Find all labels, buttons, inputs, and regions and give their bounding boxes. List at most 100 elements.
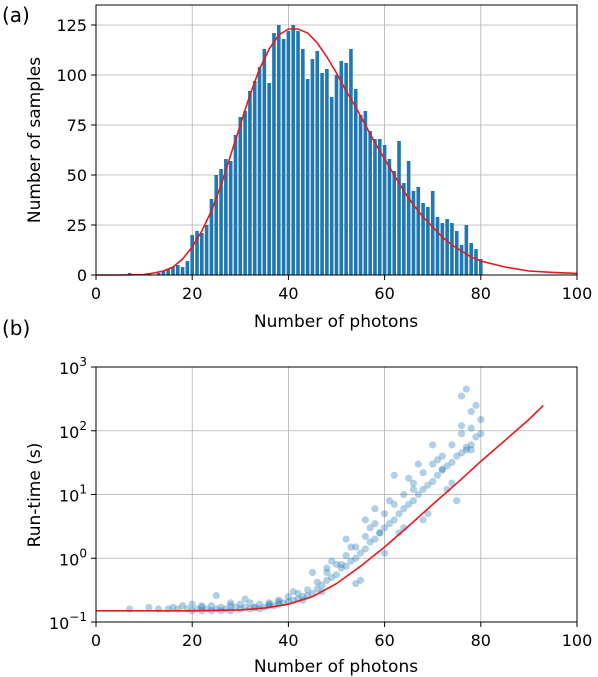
scatter-point — [400, 505, 408, 513]
scatter-point — [409, 485, 418, 494]
scatter-point — [289, 587, 297, 596]
scatter-y-tick-label: 100 — [59, 546, 87, 569]
scatter-point — [467, 424, 475, 432]
scatter-point — [265, 599, 273, 607]
scatter-point — [385, 519, 394, 528]
histogram-bar — [329, 97, 334, 275]
scatter-point — [227, 599, 235, 607]
histogram-bar — [320, 73, 324, 275]
histogram-bar — [478, 259, 483, 275]
scatter-point — [356, 576, 365, 584]
scatter-point — [390, 500, 398, 508]
scatter-point — [212, 591, 220, 600]
scatter-point — [390, 471, 398, 479]
scatter-point — [236, 600, 244, 608]
histogram-bar — [281, 39, 286, 275]
histogram-bar — [349, 49, 353, 275]
scatter-point — [169, 603, 177, 611]
scatter-point — [347, 543, 355, 551]
histogram-bar — [411, 191, 416, 275]
histogram-x-tick-label: 100 — [562, 284, 593, 303]
scatter-point — [381, 524, 389, 532]
histogram-bar — [171, 267, 175, 275]
scatter-point — [361, 516, 369, 524]
scatter-x-tick-label: 100 — [562, 631, 593, 650]
histogram-bar — [166, 269, 170, 275]
scatter-point — [342, 562, 350, 570]
histogram-bar — [435, 217, 440, 275]
scatter-point — [356, 549, 365, 557]
scatter-point — [207, 602, 216, 610]
histogram-bar — [200, 233, 204, 275]
scatter-point — [227, 602, 235, 610]
scatter-point — [467, 446, 475, 454]
histogram-bar — [286, 31, 291, 275]
scatter-point — [313, 578, 321, 586]
histogram-bar — [310, 59, 315, 275]
scatter-point — [231, 603, 240, 611]
histogram-bar — [243, 111, 247, 275]
histogram-bar — [315, 51, 320, 275]
histogram-bar — [339, 61, 344, 275]
histogram-x-tick-label: 60 — [374, 284, 394, 303]
scatter-point — [318, 581, 326, 589]
scatter-point — [241, 595, 249, 603]
scatter-points — [126, 385, 485, 615]
scatter-point — [457, 449, 466, 457]
scatter-point — [385, 497, 394, 505]
scatter-point — [188, 600, 196, 608]
histogram-x-tick-label: 20 — [182, 284, 202, 303]
scatter-point — [323, 568, 331, 576]
panel-label-a: (a) — [2, 3, 30, 27]
histogram-bar — [353, 89, 358, 275]
histogram-bar — [185, 261, 190, 275]
scatter-point — [419, 516, 427, 524]
histogram-bar — [325, 69, 329, 275]
histogram-bar — [387, 159, 392, 275]
histogram-bar — [459, 245, 464, 275]
scatter-point — [457, 392, 466, 400]
histogram-bar — [272, 33, 276, 275]
histogram-bar — [445, 219, 449, 275]
scatter-point — [371, 519, 379, 528]
scatter-point — [352, 554, 360, 562]
histogram-y-label: Number of samples — [25, 57, 45, 223]
scatter-point — [198, 602, 206, 610]
scatter-point — [424, 510, 432, 518]
histogram-bar — [180, 267, 185, 275]
scatter-x-tick-label: 40 — [278, 631, 298, 650]
scatter-point — [337, 564, 345, 572]
histogram-bar — [440, 223, 445, 275]
scatter-point — [371, 505, 379, 513]
scatter-point — [467, 407, 475, 416]
scatter-point — [477, 415, 485, 424]
scatter-point — [313, 585, 321, 593]
scatter-point — [462, 385, 470, 393]
scatter-point — [472, 433, 480, 441]
scatter-point — [381, 510, 389, 518]
histogram-x-tick-label: 80 — [471, 284, 491, 303]
histogram-bar — [214, 175, 219, 275]
scatter-point — [347, 557, 355, 565]
scatter-point — [395, 529, 403, 537]
histogram-x-tick-label: 0 — [91, 284, 101, 303]
scatter-point — [198, 603, 206, 611]
scatter-point — [178, 602, 187, 610]
scatter-point — [467, 441, 475, 449]
histogram-bar — [224, 159, 228, 275]
scatter-point — [366, 524, 374, 532]
scatter-fit-curve — [96, 404, 544, 612]
histogram-bar — [305, 79, 310, 275]
histogram-panel: (a) 0 20 40 60 80 100 0 25 50 75 100 125 Number of… — [2, 3, 592, 332]
histogram-bar — [392, 171, 397, 275]
histogram-bar — [377, 139, 382, 275]
scatter-point — [284, 593, 292, 601]
scatter-y-tick-label: 102 — [59, 419, 87, 442]
scatter-point — [145, 603, 153, 611]
histogram-bar — [276, 25, 281, 275]
histogram-y-tick-label: 75 — [67, 116, 87, 135]
scatter-point — [294, 589, 302, 598]
scatter-point — [376, 529, 384, 537]
scatter-point — [429, 441, 437, 449]
scatter-point — [251, 603, 259, 611]
